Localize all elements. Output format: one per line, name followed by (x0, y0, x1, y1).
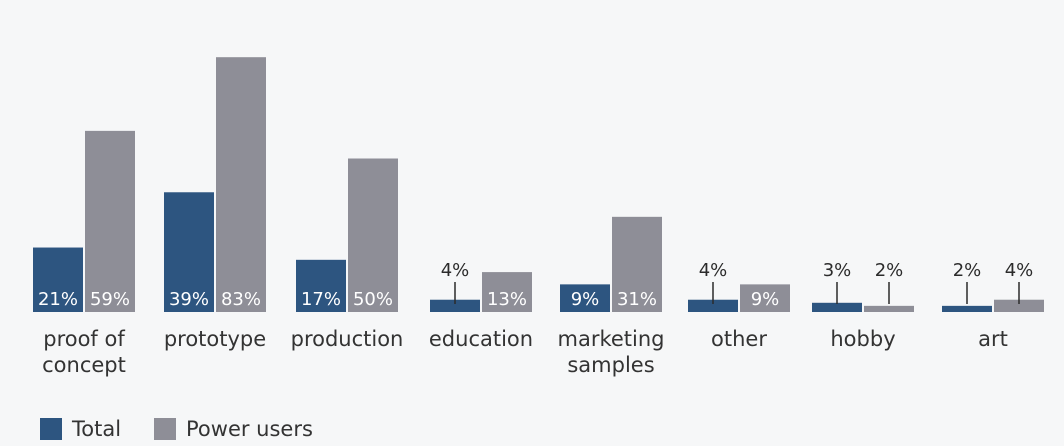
category-labels-group: proof of concept prototype production educat… (42, 327, 1008, 377)
bar-production-total (296, 259, 346, 312)
bar-art-total (942, 305, 992, 312)
legend-label-power-users: Power users (186, 417, 313, 441)
legend: Total Power users (40, 417, 313, 441)
category-label-prototype: prototype (164, 327, 266, 351)
bar-other-power-users (740, 284, 790, 312)
bar-prototype-total (164, 192, 214, 312)
value-label-hobby-total: 3% (823, 260, 852, 281)
value-label-prototype-total: 39% (169, 289, 209, 310)
value-label-proof-of-concept-total: 21% (38, 289, 78, 310)
value-label-proof-of-concept-power-users: 59% (90, 289, 130, 310)
value-label-marketing-samples-power-users: 31% (617, 289, 657, 310)
legend-swatch-power-users (154, 418, 176, 440)
category-label-other: other (711, 327, 767, 351)
category-label-marketing-samples: marketing samples (558, 327, 665, 377)
value-label-hobby-power-users: 2% (875, 260, 904, 281)
value-label-production-total: 17% (301, 289, 341, 310)
bar-art-power-users (994, 299, 1044, 312)
value-label-art-power-users: 4% (1005, 260, 1034, 281)
category-label-art: art (978, 327, 1008, 351)
bar-proof-of-concept-total (33, 247, 83, 312)
value-label-prototype-power-users: 83% (221, 289, 261, 310)
legend-swatch-total (40, 418, 62, 440)
bar-production-power-users (348, 158, 398, 312)
legend-label-total: Total (71, 417, 121, 441)
bar-marketing-samples-total (560, 284, 610, 312)
bar-other-total (688, 299, 738, 312)
category-label-proof-of-concept: proof of concept (42, 327, 126, 377)
bar-marketing-samples-power-users (612, 216, 662, 312)
value-label-production-power-users: 50% (353, 289, 393, 310)
value-labels-group: 21% 59% 39% 83% 17% 50% 4% 13% 9% 31% 4% 9% 3% 2% 2% 4% (38, 260, 1033, 310)
category-label-hobby: hobby (830, 327, 895, 351)
bar-proof-of-concept-power-users (85, 130, 135, 312)
value-label-education-total: 4% (441, 260, 470, 281)
value-label-other-power-users: 9% (751, 289, 780, 310)
value-label-education-power-users: 13% (487, 289, 527, 310)
bar-hobby-power-users (864, 305, 914, 312)
bar-hobby-total (812, 302, 862, 312)
category-label-production: production (291, 327, 404, 351)
bar-education-total (430, 299, 480, 312)
category-label-education: education (429, 327, 533, 351)
value-label-art-total: 2% (953, 260, 982, 281)
bars-group (33, 57, 1044, 312)
bar-education-power-users (482, 272, 532, 312)
value-label-other-total: 4% (699, 260, 728, 281)
bar-prototype-power-users (216, 57, 266, 312)
value-label-marketing-samples-total: 9% (571, 289, 600, 310)
